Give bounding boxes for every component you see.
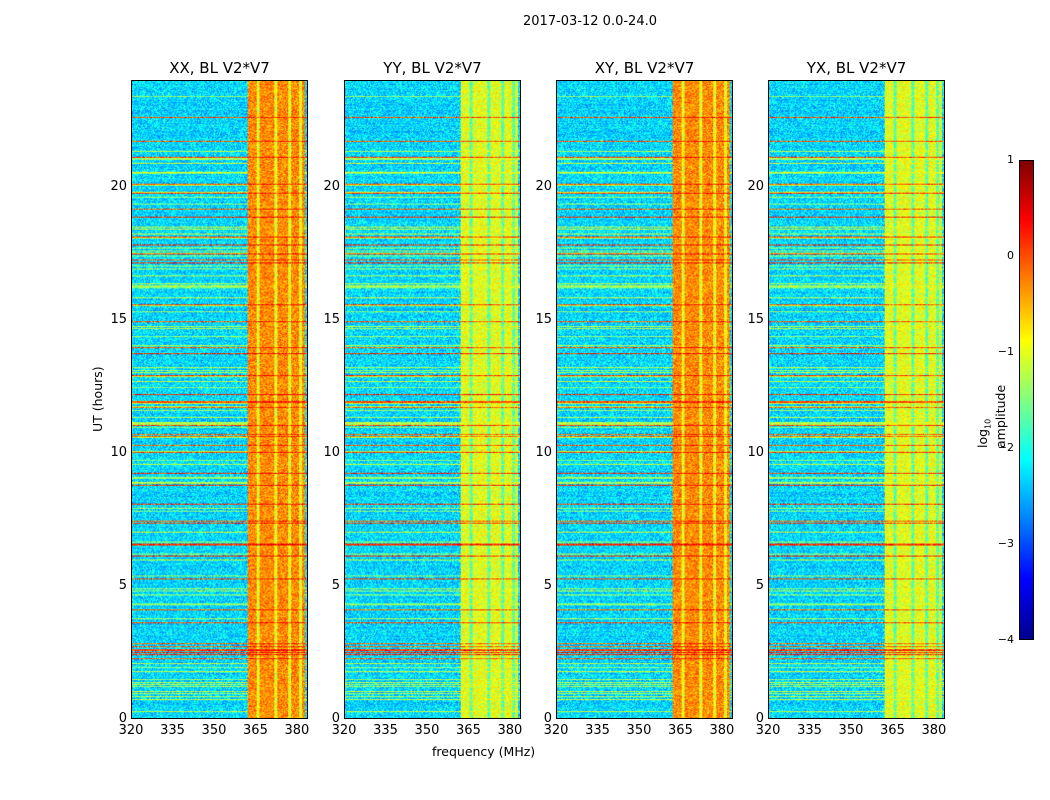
panel-title: YY, BL V2*V7 bbox=[383, 59, 482, 77]
x-tick-label: 335 bbox=[160, 723, 185, 738]
colorbar-tick-label: −3 bbox=[997, 537, 1014, 550]
y-tick-label: 10 bbox=[323, 444, 340, 460]
heatmap-cells bbox=[345, 81, 520, 718]
heatmap-panel bbox=[556, 80, 733, 719]
figure-title: 2017-03-12 0.0-24.0 bbox=[523, 14, 657, 29]
colorbar bbox=[1019, 160, 1034, 640]
y-tick-label: 0 bbox=[755, 711, 764, 726]
y-tick-label: 20 bbox=[323, 178, 340, 194]
heatmap-cells bbox=[557, 81, 732, 718]
y-tick-label: 15 bbox=[323, 311, 340, 327]
heatmap-panel bbox=[131, 80, 308, 719]
x-tick-label: 320 bbox=[331, 723, 357, 738]
y-tick-label: 20 bbox=[110, 178, 127, 194]
x-tick-label: 350 bbox=[201, 723, 227, 738]
x-tick-label: 380 bbox=[709, 723, 735, 738]
x-tick-label: 365 bbox=[243, 723, 268, 738]
y-tick-label: 0 bbox=[118, 711, 127, 726]
panel-title: XY, BL V2*V7 bbox=[594, 59, 695, 77]
x-tick-label: 350 bbox=[414, 723, 440, 738]
colorbar-label: log10 amplitude bbox=[975, 384, 1008, 448]
y-tick-label: 0 bbox=[543, 711, 552, 726]
colorbar-tick-label: −4 bbox=[997, 633, 1014, 646]
x-tick-label: 365 bbox=[456, 723, 481, 738]
y-tick-label: 5 bbox=[543, 577, 552, 593]
x-tick-label: 335 bbox=[585, 723, 610, 738]
heatmap-cells bbox=[769, 81, 944, 718]
x-tick-label: 335 bbox=[373, 723, 398, 738]
panel-title: YX, BL V2*V7 bbox=[806, 59, 907, 77]
y-tick-label: 20 bbox=[747, 178, 764, 194]
colorbar-tick-label: 1 bbox=[1007, 153, 1014, 166]
y-tick-label: 10 bbox=[747, 444, 764, 460]
x-tick-label: 350 bbox=[626, 723, 652, 738]
heatmap-cells bbox=[132, 81, 307, 718]
x-tick-label: 320 bbox=[755, 723, 781, 738]
x-tick-label: 380 bbox=[921, 723, 947, 738]
y-axis-label: UT (hours) bbox=[90, 366, 105, 432]
y-tick-label: 5 bbox=[118, 577, 127, 593]
y-tick-label: 5 bbox=[755, 577, 764, 593]
y-tick-label: 10 bbox=[535, 444, 552, 460]
x-tick-label: 320 bbox=[543, 723, 569, 738]
y-tick-label: 15 bbox=[535, 311, 552, 327]
y-tick-label: 10 bbox=[110, 444, 127, 460]
x-tick-label: 320 bbox=[118, 723, 144, 738]
colorbar-tick-label: −1 bbox=[997, 345, 1014, 358]
x-tick-label: 380 bbox=[497, 723, 523, 738]
y-tick-label: 15 bbox=[747, 311, 764, 327]
x-axis-label: frequency (MHz) bbox=[432, 744, 536, 759]
x-tick-label: 335 bbox=[797, 723, 822, 738]
y-tick-label: 15 bbox=[110, 311, 127, 327]
heatmap-panel bbox=[768, 80, 945, 719]
x-tick-label: 380 bbox=[284, 723, 310, 738]
y-tick-label: 0 bbox=[331, 711, 340, 726]
colorbar-tick-label: −2 bbox=[997, 441, 1014, 454]
x-tick-label: 365 bbox=[668, 723, 693, 738]
heatmap-panel bbox=[344, 80, 521, 719]
y-tick-label: 5 bbox=[331, 577, 340, 593]
colorbar-tick-label: 0 bbox=[1007, 249, 1014, 262]
panel-title: XX, BL V2*V7 bbox=[169, 59, 270, 77]
x-tick-label: 365 bbox=[880, 723, 905, 738]
x-tick-label: 350 bbox=[838, 723, 864, 738]
y-tick-label: 20 bbox=[535, 178, 552, 194]
